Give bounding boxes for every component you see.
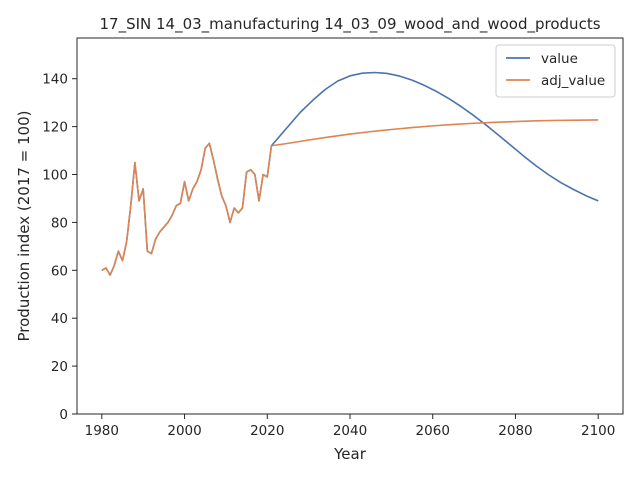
y-axis: 0 20 40 60 80 100 120 140 bbox=[42, 72, 77, 423]
x-axis: 1980 2000 2020 2040 2060 2080 2100 bbox=[85, 414, 615, 439]
y-tick-label: 120 bbox=[42, 120, 68, 136]
plot-area bbox=[101, 71, 599, 276]
x-axis-label: Year bbox=[333, 445, 367, 463]
y-tick-label: 140 bbox=[42, 72, 68, 88]
y-axis-label: Production index (2017 = 100) bbox=[15, 111, 33, 342]
x-tick-label: 2080 bbox=[498, 423, 532, 439]
legend-label: adj_value bbox=[541, 73, 605, 89]
y-tick-label: 80 bbox=[51, 215, 68, 231]
series-line-adj-value bbox=[101, 119, 599, 276]
series-line-value bbox=[101, 71, 599, 276]
x-tick-label: 2000 bbox=[167, 423, 201, 439]
legend-label: value bbox=[541, 51, 578, 67]
x-tick-label: 2040 bbox=[333, 423, 367, 439]
y-tick-label: 60 bbox=[51, 263, 68, 279]
chart-title: 17_SIN 14_03_manufacturing 14_03_09_wood… bbox=[99, 15, 600, 34]
x-tick-label: 2100 bbox=[581, 423, 615, 439]
x-tick-label: 2060 bbox=[416, 423, 450, 439]
x-tick-label: 1980 bbox=[85, 423, 119, 439]
y-tick-label: 0 bbox=[59, 407, 68, 423]
plot-frame bbox=[76, 37, 624, 415]
x-tick-label: 2020 bbox=[250, 423, 284, 439]
legend: value adj_value bbox=[495, 44, 616, 98]
y-tick-label: 40 bbox=[51, 311, 68, 327]
y-tick-label: 100 bbox=[42, 168, 68, 184]
y-tick-label: 20 bbox=[51, 359, 68, 375]
